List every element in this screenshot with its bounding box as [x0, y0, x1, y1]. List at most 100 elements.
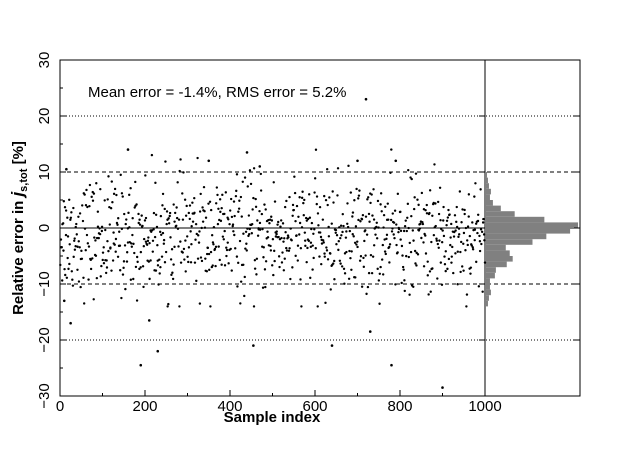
data-point [137, 221, 140, 225]
data-point [184, 214, 188, 217]
data-point [479, 228, 483, 231]
histogram-bar [485, 300, 488, 307]
data-point [429, 290, 432, 293]
data-point [318, 205, 322, 209]
data-point [125, 260, 129, 263]
data-point [350, 250, 353, 253]
data-point [380, 210, 383, 213]
data-point [167, 222, 171, 225]
data-point [111, 259, 115, 262]
data-point [388, 245, 391, 249]
data-point [333, 259, 336, 263]
data-point [258, 209, 261, 213]
data-point [445, 223, 448, 227]
data-point [397, 230, 400, 234]
data-point [455, 220, 458, 224]
data-point [357, 218, 360, 222]
data-point [183, 198, 187, 201]
data-point [191, 220, 195, 223]
data-point [454, 229, 457, 232]
data-point [315, 202, 318, 206]
data-point [365, 233, 369, 236]
data-point [453, 214, 457, 217]
data-point [406, 216, 409, 219]
data-point [338, 226, 341, 229]
data-point [165, 222, 168, 226]
data-point [332, 201, 335, 204]
data-point [74, 245, 77, 248]
data-point [100, 229, 104, 233]
data-point [220, 206, 223, 210]
histogram-bar [485, 194, 490, 200]
data-point [244, 230, 248, 234]
data-point [141, 265, 145, 268]
data-point [474, 222, 478, 225]
data-point [296, 259, 299, 262]
data-point [183, 258, 186, 261]
data-point [307, 239, 311, 243]
data-point [388, 243, 392, 246]
data-point [194, 222, 198, 226]
data-point [266, 236, 270, 239]
data-point [131, 233, 134, 237]
data-point [474, 182, 477, 185]
data-point [166, 305, 169, 308]
data-point [435, 237, 438, 240]
data-point [357, 197, 360, 200]
data-point [424, 234, 427, 237]
data-point [73, 248, 77, 251]
data-point [218, 258, 221, 262]
data-point [409, 250, 413, 254]
data-point [124, 287, 127, 291]
data-point [199, 192, 202, 196]
data-point [213, 247, 217, 251]
data-point [483, 261, 487, 264]
data-point [169, 236, 172, 239]
data-point [412, 207, 416, 211]
data-point [377, 226, 380, 229]
data-point [440, 283, 444, 286]
data-point [149, 259, 152, 262]
data-point [314, 247, 317, 250]
data-point [460, 221, 463, 224]
data-point [435, 239, 439, 242]
data-point [385, 237, 388, 241]
data-point [111, 201, 114, 204]
data-point [353, 199, 356, 202]
histogram-bar [485, 172, 487, 178]
data-point [369, 201, 372, 205]
data-point [382, 213, 386, 217]
data-point [103, 199, 106, 202]
data-point [365, 292, 368, 296]
data-point [217, 207, 220, 211]
data-point [106, 239, 109, 243]
data-point [65, 276, 69, 280]
data-point [465, 305, 468, 308]
data-point [371, 214, 374, 217]
outlier-point [441, 386, 444, 389]
data-point [372, 244, 376, 247]
data-point [247, 214, 251, 217]
data-point [291, 214, 294, 217]
data-point [170, 273, 173, 277]
data-point [225, 248, 229, 252]
histogram-bar [485, 211, 515, 217]
data-point [340, 265, 344, 268]
data-point [319, 235, 323, 239]
data-point [246, 185, 249, 188]
data-point [84, 249, 87, 252]
data-point [392, 221, 396, 224]
data-point [143, 219, 147, 222]
data-point [223, 212, 226, 216]
data-point [291, 203, 295, 207]
data-point [208, 200, 212, 203]
data-point [400, 281, 403, 285]
data-point [254, 205, 258, 209]
data-point [164, 160, 167, 163]
data-point [430, 240, 433, 244]
data-point [250, 232, 254, 235]
data-point [108, 223, 111, 226]
data-point [324, 301, 327, 305]
data-point [280, 236, 283, 240]
data-point [239, 195, 243, 199]
